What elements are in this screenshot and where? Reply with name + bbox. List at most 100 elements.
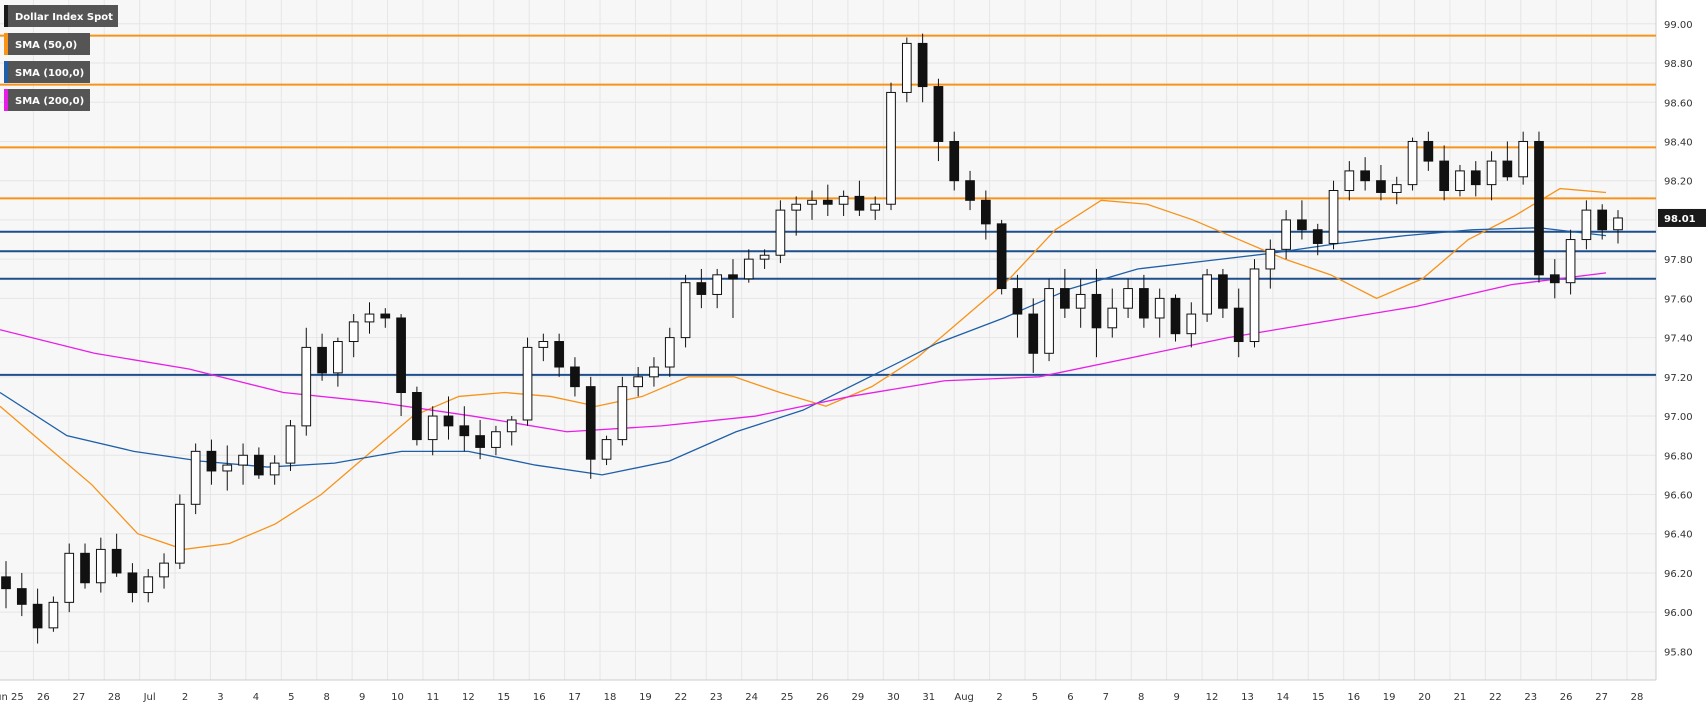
x-tick-label: 8: [1138, 692, 1144, 703]
x-tick-label: 27: [72, 692, 85, 703]
candle-body: [1202, 274, 1212, 315]
y-tick-label: 96.60: [1664, 490, 1693, 501]
y-tick-label: 98.20: [1664, 177, 1693, 188]
candle-body: [1502, 160, 1513, 178]
candle-body: [807, 199, 817, 205]
candle-body: [427, 415, 438, 441]
x-tick-label: 30: [887, 692, 900, 703]
candle-body: [1312, 229, 1323, 244]
candle-body: [886, 91, 896, 205]
candle-body: [680, 282, 691, 339]
legend-label: SMA (100,0): [15, 68, 84, 79]
sma-line: [0, 187, 1607, 551]
candle-body: [1328, 190, 1339, 244]
candle-body: [601, 439, 612, 460]
candle-body: [1486, 160, 1497, 186]
x-tick-label: 16: [1347, 692, 1360, 703]
x-tick-label: 4: [253, 692, 259, 703]
x-tick-label: 18: [604, 692, 617, 703]
candle-body: [1581, 209, 1592, 241]
candle-body: [712, 274, 723, 295]
candle-body: [743, 258, 754, 280]
candle-body: [64, 552, 75, 603]
x-tick-label: 11: [427, 692, 440, 703]
x-tick-label: 9: [1173, 692, 1179, 703]
x-tick-label: Jun 25: [0, 692, 24, 703]
candle-body: [538, 341, 549, 348]
candle-body: [412, 392, 422, 441]
x-tick-label: 28: [1631, 692, 1644, 703]
x-tick-label: 31: [922, 692, 935, 703]
candle-body: [917, 42, 928, 88]
last-price-label: 98.01: [1664, 214, 1696, 225]
candle-body: [506, 419, 517, 433]
candle-body: [617, 386, 628, 441]
legend-box: [4, 5, 118, 27]
candle-body: [206, 450, 217, 472]
candle-body: [16, 588, 27, 605]
sma-line: [0, 272, 1607, 433]
x-tick-label: 10: [391, 692, 404, 703]
candle-body: [933, 86, 944, 142]
candle-body: [254, 454, 264, 476]
candle-body: [1060, 288, 1070, 309]
x-tick-label: 19: [639, 692, 652, 703]
candle-body: [759, 254, 770, 260]
candle-body: [111, 548, 122, 574]
candle-body: [822, 199, 833, 205]
candle-body: [838, 195, 849, 205]
plot-area: [0, 0, 1656, 680]
candle-body: [317, 346, 327, 374]
candle-body: [649, 366, 659, 378]
candle-body: [95, 548, 106, 584]
candle-body: [996, 223, 1007, 290]
x-tick-label: 7: [1103, 692, 1109, 703]
x-tick-label: 14: [1277, 692, 1290, 703]
candle-body: [1170, 297, 1181, 335]
x-tick-label: 21: [1454, 692, 1467, 703]
y-tick-label: 96.20: [1664, 569, 1693, 580]
y-tick-label: 98.80: [1664, 59, 1693, 70]
candle-body: [174, 503, 185, 564]
candle-body: [1549, 274, 1560, 284]
candle-body: [1218, 274, 1228, 309]
legend-label: SMA (200,0): [15, 96, 84, 107]
y-tick-label: 97.80: [1664, 255, 1693, 266]
x-tick-label: 22: [1489, 692, 1502, 703]
candle-body: [301, 346, 312, 427]
x-tick-label: 26: [37, 692, 50, 703]
candle-body: [585, 386, 596, 460]
candle-body: [775, 209, 786, 256]
x-tick-label: 26: [1560, 692, 1573, 703]
candle-body: [1, 576, 11, 590]
x-tick-label: 27: [1595, 692, 1608, 703]
x-tick-label: 5: [1032, 692, 1038, 703]
candle-body: [522, 346, 533, 421]
y-tick-label: 98.40: [1664, 137, 1693, 148]
candle-body: [965, 180, 975, 201]
candle-body: [1139, 288, 1149, 319]
candle-body: [269, 462, 280, 476]
x-tick-label: 15: [497, 692, 510, 703]
legend-box: [4, 33, 90, 55]
candle-body: [1455, 170, 1465, 192]
x-tick-label: 17: [568, 692, 581, 703]
x-tick-label: 22: [674, 692, 687, 703]
candle-body: [1360, 170, 1370, 182]
candle-body: [48, 601, 59, 629]
candle-body: [443, 415, 454, 427]
legend-swatch: [4, 61, 8, 83]
candle-body: [1107, 307, 1118, 329]
x-tick-label: 20: [1418, 692, 1431, 703]
candle-body: [696, 282, 707, 295]
candle-body: [80, 552, 90, 584]
x-tick-label: 2: [182, 692, 188, 703]
candle-body: [1123, 288, 1133, 309]
legend-label: Dollar Index Spot: [15, 12, 113, 23]
x-tick-label: 28: [108, 692, 121, 703]
candle-body: [870, 203, 881, 211]
candle-body: [1154, 297, 1165, 319]
y-tick-label: 97.60: [1664, 294, 1693, 305]
candle-body: [1281, 219, 1291, 250]
